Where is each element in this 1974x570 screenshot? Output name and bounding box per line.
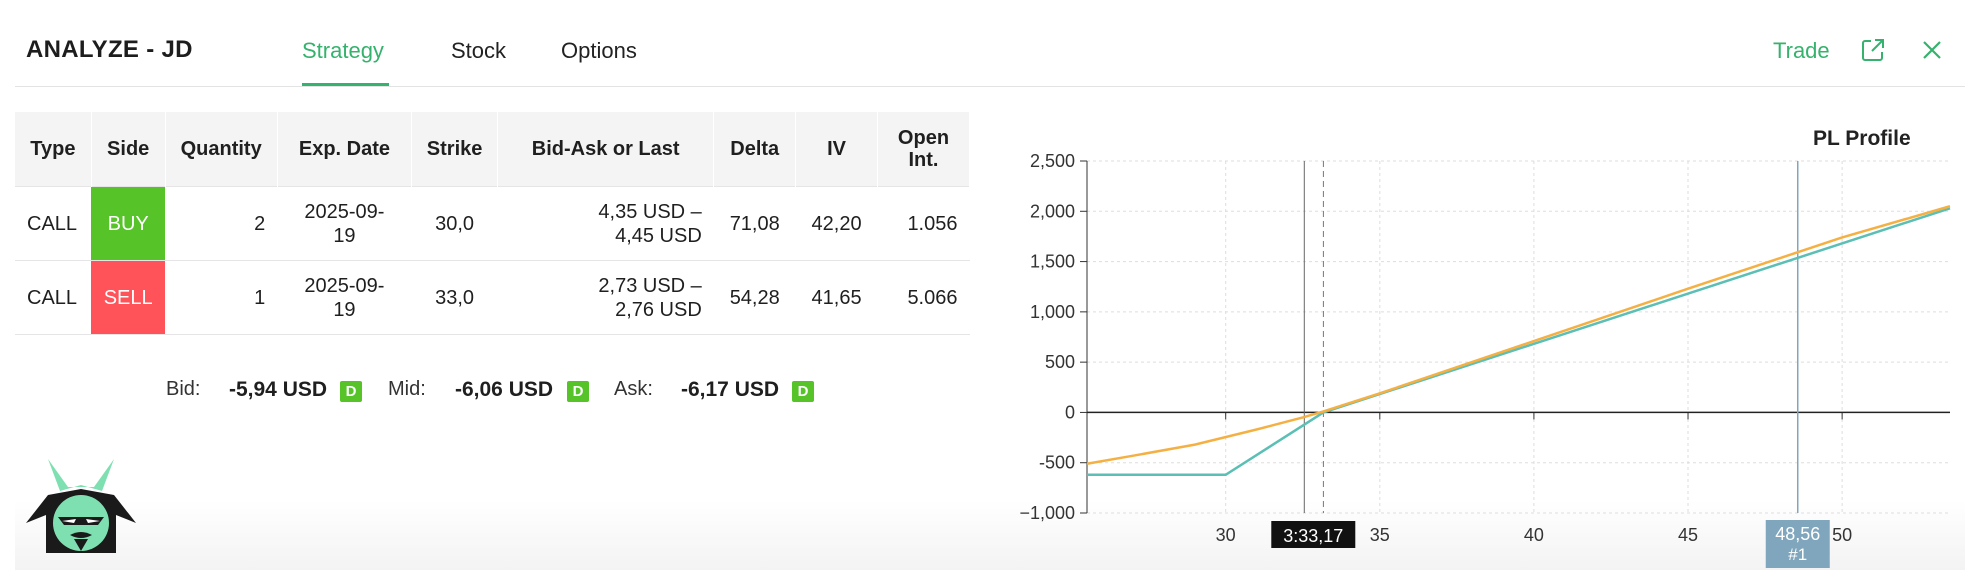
y-tick-label: 1,000	[1030, 302, 1075, 322]
leg-open-int: 1.056	[877, 186, 970, 261]
tab-options[interactable]: Options	[561, 38, 637, 63]
table-header-row: Type Side Quantity Exp. Date Strike Bid-…	[15, 112, 971, 187]
bid-ask-line2: 2,76 USD	[615, 298, 702, 321]
expiration-pl-line	[1087, 207, 1951, 477]
exp-date-line2: 19	[333, 224, 356, 247]
tab-stock[interactable]: Stock	[451, 38, 507, 63]
leg-delta: 71,08	[713, 186, 796, 261]
col-quantity: Quantity	[165, 112, 278, 187]
col-iv: IV	[795, 112, 878, 187]
leg-exp-date: 2025-09- 19	[277, 260, 412, 335]
active-tab-indicator	[302, 83, 389, 86]
leg-bid-ask: 4,35 USD –4,45 USD	[497, 186, 714, 261]
leg-type: CALL	[15, 260, 92, 335]
side-sell-badge[interactable]: SELL	[91, 260, 166, 335]
col-type: Type	[15, 112, 92, 187]
external-link-icon[interactable]	[1860, 37, 1886, 63]
leg-bid-ask: 2,73 USD –2,76 USD	[497, 260, 714, 335]
leg-strike: 33,0	[411, 260, 498, 335]
close-icon[interactable]	[1920, 38, 1944, 62]
y-tick-label: 2,000	[1030, 201, 1075, 221]
ask-label: Ask:	[614, 378, 653, 400]
exp-date-line1: 2025-09-	[304, 274, 385, 297]
leg-iv: 42,20	[795, 186, 878, 261]
bid-label: Bid:	[166, 378, 201, 400]
col-side: Side	[91, 112, 166, 187]
page-title: ANALYZE - JD	[26, 36, 193, 63]
chart-title: PL Profile	[1813, 127, 1911, 150]
strategy-legs-table: Type Side Quantity Exp. Date Strike Bid-…	[15, 112, 971, 335]
today-pl-line	[1086, 205, 1951, 465]
leg-type: CALL	[15, 186, 92, 261]
bid-value: -5,94 USD	[229, 378, 328, 401]
y-tick-label: -500	[1039, 453, 1075, 473]
table-row[interactable]: CALL SELL 1 2025-09- 19 33,0 2,73 USD –2,…	[15, 260, 970, 335]
mid-value: -6,06 USD	[455, 378, 554, 401]
y-tick-label: 1,500	[1030, 252, 1075, 272]
col-delta: Delta	[713, 112, 797, 187]
leg-iv: 41,65	[795, 260, 878, 335]
bottom-fade	[15, 500, 1965, 570]
side-buy-badge[interactable]: BUY	[91, 186, 166, 261]
ask-value: -6,17 USD	[681, 378, 780, 401]
bid-ask-line2: 4,45 USD	[615, 224, 702, 247]
exp-date-line1: 2025-09-	[304, 200, 385, 223]
ask-delayed-badge: D	[792, 381, 814, 402]
table-row[interactable]: CALL BUY 2 2025-09- 19 30,0 4,35 USD –4,4…	[15, 186, 970, 261]
bid-ask-line1: 4,35 USD –	[598, 200, 702, 223]
y-tick-label: 2,500	[1030, 151, 1075, 171]
mid-delayed-badge: D	[567, 381, 589, 402]
bid-delayed-badge: D	[340, 381, 362, 402]
bid-ask-line1: 2,73 USD –	[598, 274, 702, 297]
exp-date-line2: 19	[333, 298, 356, 321]
col-open-int: Open Int.	[877, 112, 971, 187]
leg-quantity: 1	[165, 260, 278, 335]
leg-open-int: 5.066	[877, 260, 970, 335]
samurai-logo	[26, 459, 136, 553]
y-tick-label: 500	[1045, 352, 1075, 372]
leg-delta: 54,28	[713, 260, 796, 335]
tab-strategy[interactable]: Strategy	[302, 38, 384, 63]
col-exp-date: Exp. Date	[277, 112, 413, 187]
mid-label: Mid:	[388, 378, 426, 400]
leg-exp-date: 2025-09- 19	[277, 186, 412, 261]
analyze-header: ANALYZE - JD	[15, 0, 1965, 87]
trade-link[interactable]: Trade	[1773, 38, 1830, 63]
col-strike: Strike	[411, 112, 499, 187]
y-tick-label: 0	[1065, 402, 1075, 422]
leg-strike: 30,0	[411, 186, 498, 261]
col-bid-ask: Bid-Ask or Last	[497, 112, 715, 187]
leg-quantity: 2	[165, 186, 278, 261]
